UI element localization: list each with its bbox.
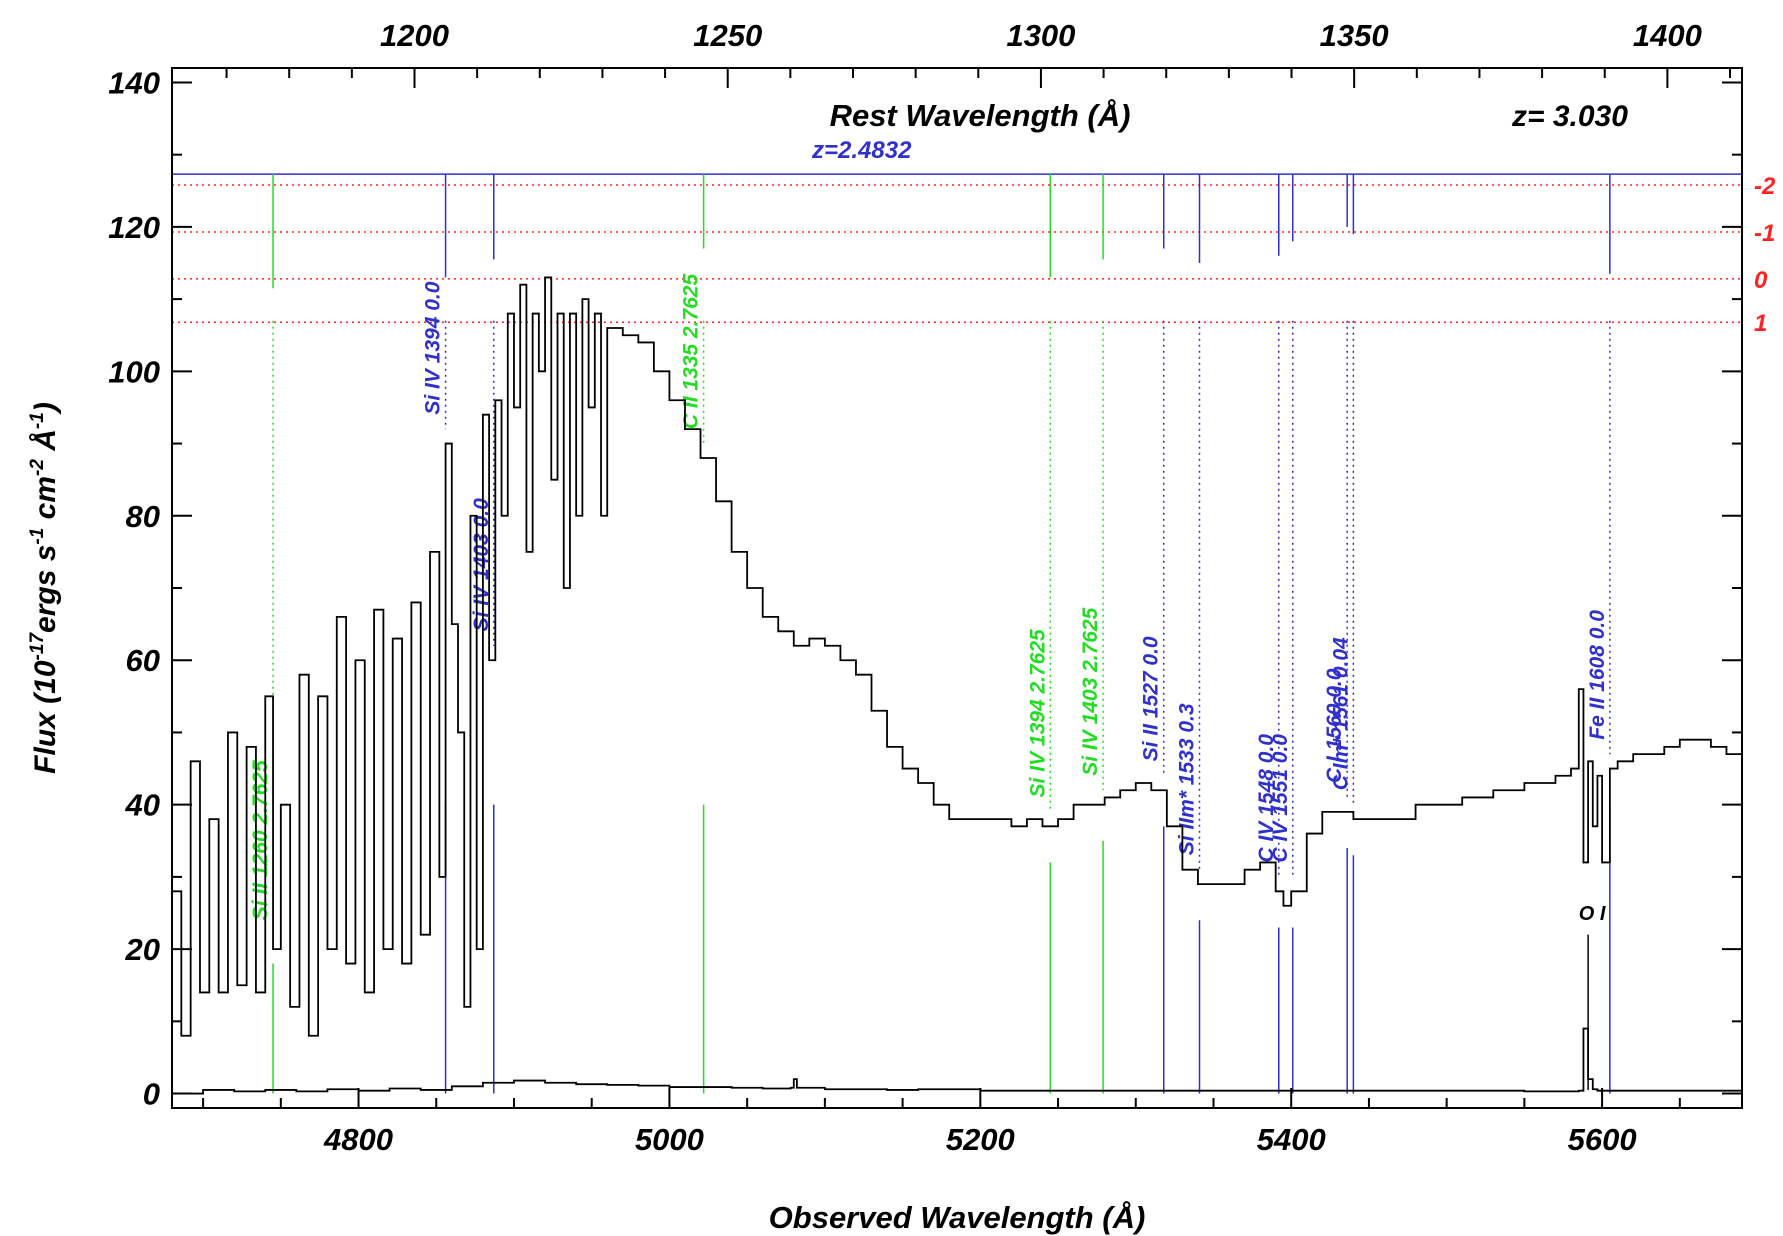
line-marker-label: Si II 1527 0.0 (1140, 636, 1163, 761)
error-series-line (172, 1027, 1743, 1095)
axes-layer (171, 67, 1743, 1109)
line-marker-label: C Im* 1561 0.04 (1329, 637, 1352, 790)
top-tick-label: 1350 (1320, 18, 1389, 53)
line-marker-label: Si II 1260 2.7625 (249, 760, 272, 920)
line-marker-label: C IV 1548 0.0 (1255, 734, 1278, 863)
x-tick-label: 5000 (635, 1122, 704, 1157)
y-axis-label-superscript: -2 (27, 459, 48, 476)
line-marker-label: Si IIm* 1533 0.3 (1175, 703, 1198, 855)
reference-lines-layer: -2 -1 0 1 (172, 173, 1776, 337)
y-axis-label-part: Flux (10 (29, 660, 62, 774)
line-markers-layer: Si II 1260 2.7625 Si IV 1394 0.0 Si IV 140… (249, 174, 1611, 1094)
labels-layer: Observed Wavelength (Å) Rest Wavelength … (27, 98, 1628, 1235)
line-marker-label: Si IV 1394 0.0 (422, 281, 445, 414)
x-tick-label: 5200 (946, 1122, 1015, 1157)
top-tick-label: 1300 (1006, 18, 1075, 53)
y-axis-label-superscript: -1 (27, 528, 48, 545)
y-tick-label: 140 (108, 65, 160, 100)
flux-series-line (172, 276, 1743, 1037)
y-axis-label-part: ) (29, 402, 62, 415)
y-tick-label: 40 (125, 788, 160, 823)
top-tick-label: 1250 (693, 18, 762, 53)
y-axis-label-part: cm (29, 476, 62, 528)
line-marker-label: Si IV 1394 2.7625 (1026, 629, 1049, 797)
y-tick-label: 100 (108, 354, 160, 389)
top-axis-label: Rest Wavelength (Å) (830, 98, 1131, 133)
reference-line-label: -2 (1754, 173, 1776, 200)
y-axis-label: Flux (10-17ergs s-1 cm-2 Å-1) (27, 402, 62, 774)
y-axis-label-superscript: -17 (27, 632, 48, 661)
y-tick-label: 20 (125, 932, 160, 967)
series-layer (172, 276, 1743, 1095)
line-marker-label: Fe II 1608 0.0 (1586, 610, 1609, 740)
redshift-label: z= 3.030 (1511, 100, 1628, 133)
line-marker-label: C II 1335 2.7625 (680, 274, 703, 430)
line-marker-label: O I (1579, 903, 1606, 925)
top-tick-label: 1200 (380, 18, 449, 53)
x-axis-label: Observed Wavelength (Å) (769, 1200, 1146, 1235)
reference-line-label: 0 (1754, 267, 1768, 294)
reference-line-label: -1 (1754, 220, 1775, 247)
y-tick-label: 0 (143, 1077, 160, 1112)
top-tick-label: 1400 (1633, 18, 1702, 53)
line-marker-label: C I 1560 0.0 (1323, 668, 1346, 783)
line-marker-label: Si IV 1403 2.7625 (1079, 607, 1102, 775)
x-tick-label: 5400 (1257, 1122, 1326, 1157)
y-tick-label: 120 (108, 210, 160, 245)
y-tick-label: 60 (126, 643, 160, 678)
plot-frame (171, 67, 1743, 1109)
absorber-redshift-label: z=2.4832 (811, 137, 912, 164)
y-axis-label-superscript: -1 (27, 412, 48, 429)
reference-line-label: 1 (1754, 310, 1767, 337)
line-marker-label: C IV 1551 0.0 (1269, 734, 1292, 863)
y-axis-label-part: ergs s (29, 545, 62, 633)
x-tick-label: 5600 (1568, 1122, 1637, 1157)
x-tick-label: 4800 (323, 1122, 393, 1157)
y-tick-label: 80 (126, 499, 160, 534)
y-axis-label-part: Å (29, 429, 62, 459)
line-marker-label: Si IV 1403 0.0 (470, 498, 493, 631)
